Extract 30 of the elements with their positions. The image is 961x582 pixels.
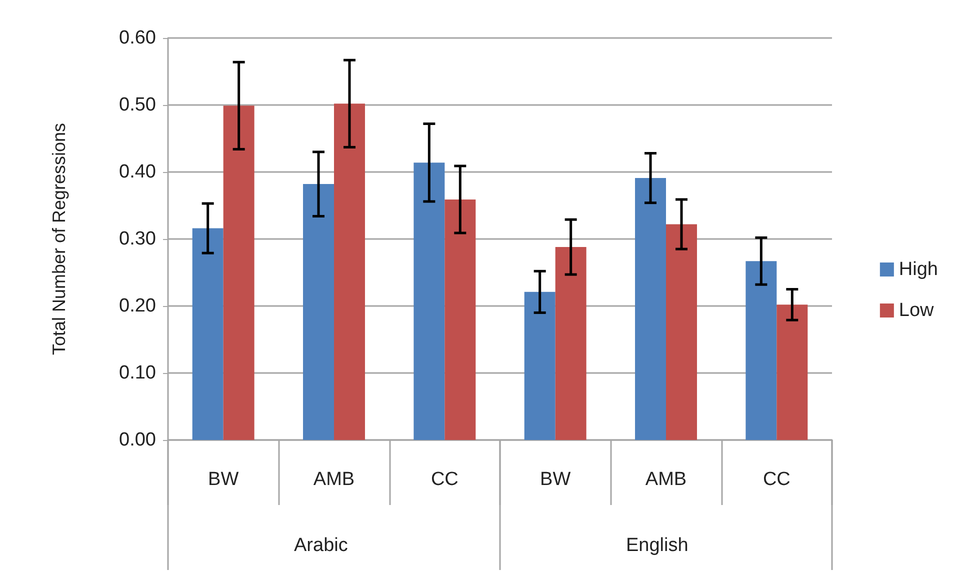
y-tick-label: 0.20: [119, 296, 156, 316]
x-tick-label: CC: [762, 469, 790, 490]
x-tick-label: AMB: [645, 469, 687, 490]
bar: [524, 292, 556, 440]
bar: [746, 261, 777, 440]
y-axis-title: Total Number of Regressions: [49, 122, 69, 356]
bar: [223, 106, 254, 440]
bar: [444, 199, 476, 440]
x-tick-label: AMB: [313, 469, 355, 490]
bar: [334, 104, 365, 440]
bar: [666, 224, 697, 440]
legend-label: Low: [898, 300, 934, 321]
y-tick-label: 0.30: [119, 228, 156, 250]
bar: [635, 178, 666, 440]
bar: [555, 247, 586, 440]
bar: [776, 304, 808, 440]
x-tick-label: BW: [540, 469, 571, 490]
x-tick-label: CC: [430, 469, 458, 490]
y-tick-label: 0.40: [119, 162, 156, 182]
bar: [414, 162, 445, 440]
text: English: [626, 535, 688, 556]
bar: [303, 184, 334, 440]
bar: [192, 228, 224, 440]
text: Arabic: [294, 535, 348, 556]
y-tick-label: 0.60: [119, 28, 156, 48]
legend-label: High: [898, 259, 938, 280]
y-tick-label: 0.50: [119, 94, 156, 116]
y-tick-label: 0.10: [119, 362, 156, 384]
y-tick-label: 0.00: [119, 430, 156, 450]
x-tick-label: BW: [208, 469, 239, 490]
